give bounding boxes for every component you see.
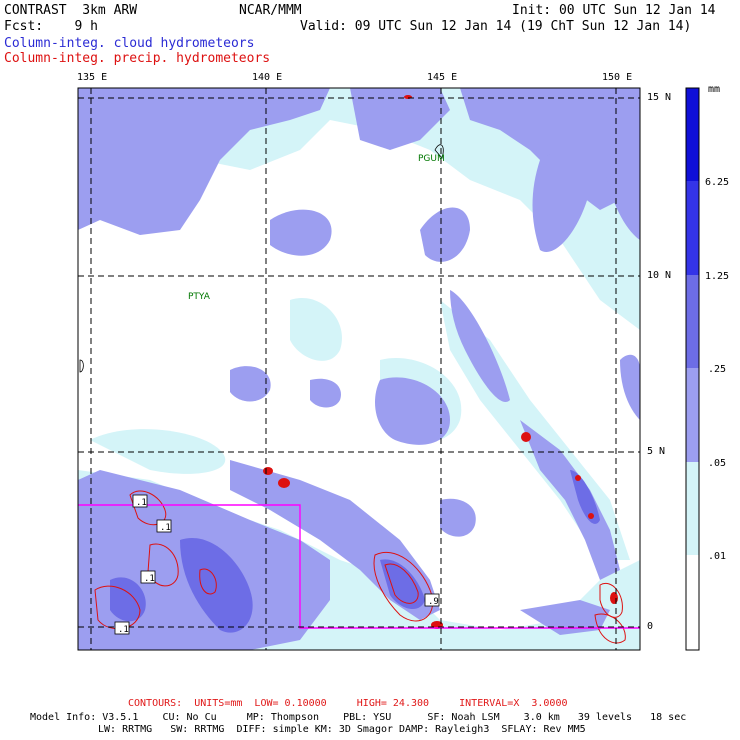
colorbar-label: .25 <box>708 364 727 375</box>
colorbar-label: 6.25 <box>705 177 730 188</box>
island-guam <box>434 144 444 159</box>
colorbar-label: .05 <box>708 458 727 469</box>
precip-core <box>610 592 618 604</box>
contour-label: .1 <box>160 523 171 533</box>
lat-label-10n: 10 N <box>647 270 672 281</box>
model-info-line1: Model Info: V3.5.1 CU: No Cu MP: Thompso… <box>30 712 687 723</box>
model-title: CONTRAST 3km ARW <box>4 3 138 18</box>
precip-core <box>575 475 581 481</box>
init-time: Init: 00 UTC Sun 12 Jan 14 <box>512 3 716 18</box>
precip-cores <box>263 95 618 629</box>
colorbar-bin-6 <box>686 555 699 650</box>
precip-core <box>278 478 290 488</box>
lon-label-140: 140 E <box>252 72 283 83</box>
contour-label: .9 <box>428 597 439 607</box>
model-info-line2: LW: RRTMG SW: RRTMG DIFF: simple KM: 3D … <box>98 724 586 735</box>
island-outline <box>79 359 84 373</box>
colorbar-bin-2 <box>686 181 699 275</box>
lat-label-5n: 5 N <box>647 446 666 457</box>
nested-domain-box <box>78 504 640 629</box>
colorbar-border <box>685 87 700 651</box>
organization-label: NCAR/MMM <box>239 3 302 18</box>
plot-border <box>77 87 641 651</box>
station-pgum: PGUM <box>418 154 445 164</box>
lat-label-0: 0 <box>647 621 654 632</box>
colorbar-bin-5 <box>686 462 699 555</box>
colorbar-bin-1 <box>686 88 699 181</box>
forecast-hour: Fcst: 9 h <box>4 19 98 34</box>
field-precip-label: Column-integ. precip. hydrometeors <box>4 51 271 66</box>
colorbar-label: .01 <box>708 551 727 562</box>
colorbar-bin-4 <box>686 368 699 462</box>
precip-core <box>521 432 531 442</box>
lon-label-150: 150 E <box>602 72 633 83</box>
field-cloud-label: Column-integ. cloud hydrometeors <box>4 36 255 51</box>
contour-label: .1 <box>144 574 155 584</box>
latlon-grid <box>78 88 640 650</box>
contour-label: .1 <box>118 625 129 635</box>
colorbar-unit: mm <box>708 84 721 95</box>
colorbar-bin-3 <box>686 275 699 368</box>
precip-core <box>588 513 594 519</box>
lon-label-145: 145 E <box>427 72 458 83</box>
contour-label-group: .1 .1 .1 .1 .9 <box>114 494 440 635</box>
lat-label-15n: 15 N <box>647 92 672 103</box>
contour-label: .1 <box>136 498 147 508</box>
colorbar <box>685 87 700 651</box>
contour-info: CONTOURS: UNITS=mm LOW= 0.10000 HIGH= 24… <box>128 698 568 709</box>
precip-core <box>263 467 273 475</box>
cloud-field <box>78 88 640 650</box>
valid-time: Valid: 09 UTC Sun 12 Jan 14 (19 ChT Sun … <box>300 19 692 34</box>
lon-label-135: 135 E <box>77 72 108 83</box>
station-ptya: PTYA <box>188 292 211 302</box>
colorbar-label: 1.25 <box>705 271 730 282</box>
